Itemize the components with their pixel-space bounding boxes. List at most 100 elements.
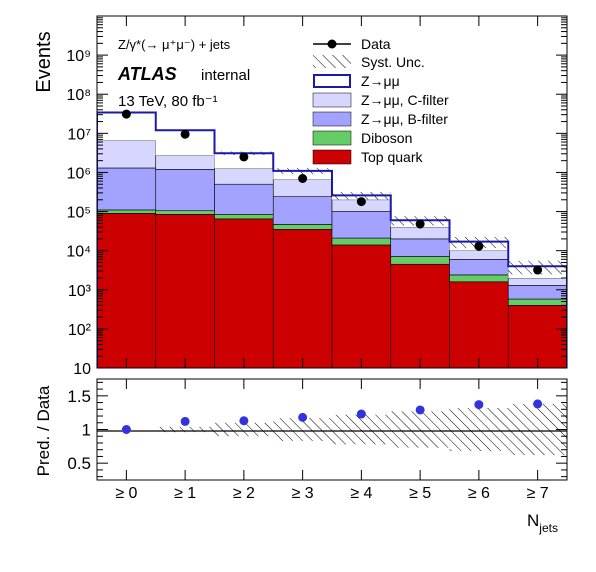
legend-label-zmumu: Z→μμ: [361, 73, 400, 89]
ratio-x-ticks: [125, 379, 539, 480]
y-tick-label-8: 10⁹: [66, 48, 91, 65]
bar-z-c-filter-5: [390, 226, 450, 240]
bar-z-c-filter-6: [449, 250, 509, 260]
bar-z-c-filter-1: [155, 155, 215, 170]
stacked-histogram: [97, 112, 567, 368]
y-tick-label-3: 10⁴: [66, 244, 91, 261]
status-label: internal: [201, 67, 250, 84]
y-tick-label-1: 10²: [68, 322, 92, 339]
bar-top-quark-3: [272, 229, 333, 368]
bar-z-b-filter-2: [214, 183, 274, 215]
bar-diboson-2: [214, 214, 274, 220]
legend-entry-bfilter: Z→μμ, B-filter: [312, 111, 448, 127]
main-panel: 10 10² 10³ 10⁴ 10⁵ 10⁶ 10⁷ 10⁸ 10⁹ Events Z/γ*(→…: [33, 15, 568, 378]
x-category-label-6: ≥ 6: [468, 485, 490, 502]
ratio-points: [121, 399, 543, 434]
legend-entry-data: Data: [313, 36, 391, 52]
legend: Data Syst. Unc. Z→μμ Z→μμ, C-filter Z→μμ…: [312, 36, 449, 165]
x-category-label-4: ≥ 4: [350, 485, 372, 502]
ratio-point-0: [121, 425, 131, 434]
bar-z-b-filter-4: [331, 211, 392, 239]
bar-z-c-filter-0: [97, 140, 157, 169]
bar-diboson-5: [390, 256, 450, 265]
bar-diboson-4: [331, 237, 392, 246]
ratio-syst-bin-3: [273, 418, 332, 441]
bar-top-quark-2: [214, 218, 274, 368]
legend-label-diboson: Diboson: [361, 130, 412, 146]
ratio-point-5: [415, 405, 425, 415]
bar-diboson-1: [155, 210, 215, 215]
main-frame: [96, 15, 568, 369]
ratio-syst-bin-1: [155, 426, 215, 433]
y-tick-label-2: 10³: [68, 283, 92, 300]
bar-z-b-filter-1: [155, 169, 215, 212]
zmumu-outline: [97, 111, 567, 368]
x-category-label-0: ≥ 0: [115, 485, 137, 502]
ratio-panel: 0.5 1 1.5 ≥ 0 ≥ 1 ≥ 2 ≥ 3 ≥ 4 ≥ 5 ≥ 6 ≥ 7 Pred. /…: [34, 378, 568, 535]
bar-top-quark-5: [390, 263, 450, 368]
bar-top-quark-6: [449, 281, 509, 368]
y-tick-label-4: 10⁵: [67, 205, 91, 222]
cfilter-swatch-icon: [312, 92, 352, 108]
bar-z-b-filter-7: [507, 285, 567, 300]
y-tick-label-5: 10⁶: [67, 165, 91, 182]
ratio-y-tick-label-2: 1.5: [67, 387, 91, 406]
bar-z-c-filter-2: [214, 168, 274, 185]
diboson-swatch-icon: [312, 130, 352, 146]
bar-top-quark-7: [507, 305, 567, 368]
legend-entry-diboson: Diboson: [312, 130, 412, 146]
ratio-y-ticks: 0.5 1 1.5: [67, 381, 567, 478]
y-tick-label-0: 10: [73, 361, 91, 378]
data-marker-icon: [327, 39, 337, 49]
ratio-syst-bin-4: [332, 414, 391, 445]
legend-label-syst: Syst. Unc.: [361, 54, 425, 70]
y-axis-label: Events: [33, 31, 55, 92]
ratio-y-tick-label-0: 0.5: [67, 454, 91, 473]
legend-label-data: Data: [361, 36, 391, 52]
bar-z-b-filter-5: [390, 238, 450, 257]
bar-diboson-7: [507, 298, 567, 306]
x-axis-label-main: N: [527, 511, 539, 530]
ratio-syst-bin-6: [449, 407, 509, 452]
x-axis-label-sub: jets: [538, 521, 558, 535]
energy-label: 13 TeV, 80 fb⁻¹: [118, 93, 218, 110]
x-category-label-1: ≥ 1: [174, 485, 196, 502]
x-category-label-7: ≥ 7: [527, 485, 549, 502]
x-category-labels: ≥ 0 ≥ 1 ≥ 2 ≥ 3 ≥ 4 ≥ 5 ≥ 6 ≥ 7: [115, 485, 548, 502]
y-tick-label-6: 10⁷: [67, 126, 91, 143]
bar-diboson-3: [272, 224, 333, 230]
legend-label-bfilter: Z→μμ, B-filter: [361, 111, 448, 127]
x-axis-ticks-top: [125, 16, 539, 368]
zmumu-swatch-icon: [313, 74, 351, 88]
ratio-y-tick-label-1: 1: [82, 421, 91, 440]
bar-z-c-filter-7: [507, 277, 567, 286]
bar-top-quark-4: [331, 244, 392, 368]
ratio-y-label: Pred. / Data: [34, 385, 53, 476]
y-axis-ticks: 10 10² 10³ 10⁴ 10⁵ 10⁶ 10⁷ 10⁸ 10⁹: [66, 17, 567, 378]
atlas-label: ATLAS: [117, 64, 177, 84]
z-outline: [97, 111, 567, 368]
ratio-syst-bin-5: [390, 411, 450, 448]
bar-diboson-6: [449, 274, 509, 283]
ratio-point-6: [474, 400, 484, 410]
legend-entry-cfilter: Z→μμ, C-filter: [312, 92, 449, 108]
ratio-point-7: [533, 399, 543, 409]
x-category-label-5: ≥ 5: [409, 485, 431, 502]
y-tick-label-7: 10⁸: [66, 87, 91, 104]
process-label: Z/γ*(→ μ⁺μ⁻) + jets: [118, 37, 231, 52]
hatch-swatch-icon: [313, 55, 351, 68]
ratio-point-1: [180, 416, 190, 426]
legend-entry-zmumu: Z→μμ: [313, 73, 400, 89]
bfilter-swatch-icon: [312, 111, 352, 127]
bar-z-b-filter-6: [449, 259, 509, 276]
legend-entry-syst: Syst. Unc.: [313, 54, 425, 70]
ratio-syst-band: [155, 403, 567, 456]
x-category-label-2: ≥ 2: [233, 485, 255, 502]
data-points: [121, 109, 543, 275]
bar-z-b-filter-0: [97, 167, 157, 211]
bar-top-quark-1: [155, 214, 215, 368]
legend-label-top: Top quark: [361, 149, 423, 165]
ratio-syst-bin-2: [214, 422, 274, 437]
ratio-point-3: [298, 412, 308, 422]
